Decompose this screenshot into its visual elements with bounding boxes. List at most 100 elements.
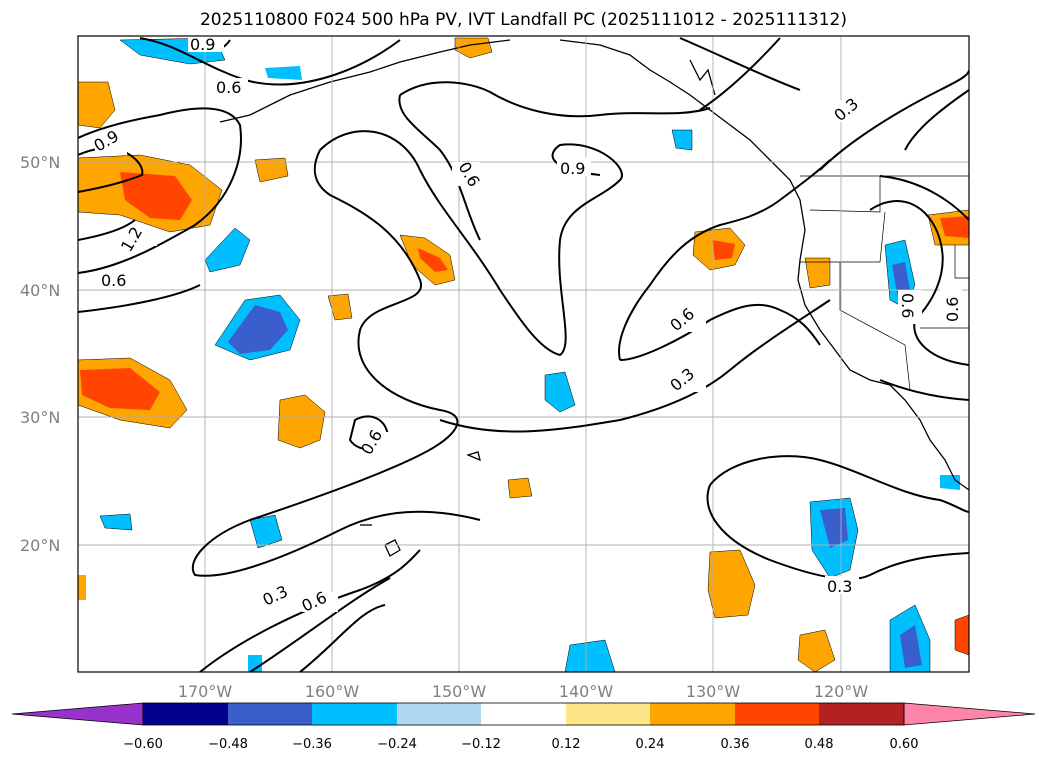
contour — [618, 159, 831, 361]
cool-anomaly-core — [892, 262, 910, 298]
state-border — [954, 245, 969, 279]
contour — [78, 146, 144, 193]
chart-title: 2025110800 F024 500 hPa PV, IVT Landfall… — [199, 10, 847, 30]
lon-label: 170°W — [178, 682, 233, 701]
contour — [699, 37, 781, 111]
contour-label: 0.6 — [101, 271, 126, 290]
contour — [299, 604, 386, 672]
contour — [869, 200, 969, 366]
lat-label: 50°N — [20, 153, 60, 172]
cool-anomaly — [265, 66, 302, 80]
lon-labels: 170°W 160°W 150°W 140°W 130°W 120°W — [178, 682, 869, 701]
contour — [78, 219, 136, 241]
warm-anomaly — [277, 394, 326, 449]
warm-anomaly — [507, 477, 533, 499]
contour — [879, 379, 969, 401]
contour-label: 0.6 — [898, 293, 917, 318]
cool-anomaly-core — [228, 305, 288, 354]
contour — [192, 149, 481, 577]
contour — [78, 107, 242, 274]
lat-label: 40°N — [20, 281, 60, 300]
lon-label: 160°W — [305, 682, 360, 701]
cool-anomaly — [99, 513, 133, 531]
contour — [399, 81, 711, 118]
warm-anomaly-core — [712, 240, 735, 260]
colorbar-tick: −0.36 — [292, 737, 332, 752]
warm-anomaly — [954, 614, 969, 656]
lon-label: 150°W — [432, 682, 487, 701]
colorbar-segment — [735, 703, 819, 725]
contour — [78, 284, 201, 313]
contour — [139, 37, 401, 86]
lat-label: 20°N — [20, 536, 60, 555]
colorbar-segment — [819, 703, 904, 725]
cool-anomaly — [940, 475, 960, 490]
cool-anomaly — [671, 129, 693, 151]
contour-layer — [78, 37, 969, 672]
cool-anomaly — [564, 639, 616, 672]
map-frame — [77, 35, 970, 673]
colorbar-tick: −0.12 — [461, 737, 501, 752]
colorbar-segment — [650, 703, 735, 725]
state-border — [839, 262, 911, 391]
warm-anomaly — [254, 157, 289, 183]
warm-anomaly — [327, 293, 353, 321]
contour-label: 0.9 — [560, 159, 585, 178]
colorbar-segment — [566, 703, 650, 725]
warm-anomaly-core — [418, 248, 448, 272]
coastline — [559, 39, 969, 491]
grid — [78, 36, 969, 672]
contour-label-layer: 0.9 0.6 0.9 1.2 0.6 0.6 0.9 0.3 0.6 0.3 … — [91, 35, 962, 616]
cool-anomaly — [204, 227, 251, 273]
colorbar-tick: 0.48 — [805, 737, 834, 752]
contour — [439, 299, 831, 433]
warm-anomaly-core — [80, 368, 160, 410]
warm-anomaly — [804, 257, 831, 289]
colorbar-segment — [481, 703, 566, 725]
colorbar-tick: 0.36 — [721, 737, 750, 752]
warm-anomaly-core — [940, 216, 969, 238]
contour — [819, 69, 969, 171]
coastline — [219, 39, 511, 123]
warm-anomaly-core — [120, 172, 192, 220]
contour — [879, 175, 969, 221]
contour — [904, 89, 969, 151]
colorbar-tick: −0.60 — [123, 737, 163, 752]
colorbar-tick: 0.24 — [636, 737, 665, 752]
warm-anomaly — [707, 549, 756, 619]
contour — [199, 549, 421, 672]
contour — [619, 303, 821, 361]
cool-anomaly-core — [900, 625, 922, 668]
contour-label: 0.3 — [827, 577, 852, 596]
coastline-inlet — [689, 59, 716, 96]
lat-labels: 50°N 40°N 30°N 20°N — [20, 153, 60, 555]
map-area: 0.9 0.6 0.9 1.2 0.6 0.6 0.9 0.3 0.6 0.3 … — [78, 35, 969, 672]
warm-anomaly — [78, 575, 86, 600]
cool-anomaly — [248, 655, 262, 672]
contour — [709, 455, 969, 513]
lat-label: 30°N — [20, 408, 60, 427]
contour — [398, 94, 481, 241]
shading-layer — [78, 37, 969, 672]
contour — [679, 37, 801, 91]
colorbar-tick: 0.12 — [552, 737, 581, 752]
cool-anomaly — [544, 371, 576, 413]
colorbar-tick: −0.48 — [208, 737, 248, 752]
contour-label: 0.6 — [216, 78, 241, 97]
warm-anomaly — [797, 629, 836, 672]
colorbar-segment — [312, 703, 397, 725]
lon-label: 120°W — [814, 682, 869, 701]
contour — [319, 130, 623, 357]
contour-label: 0.6 — [943, 297, 962, 322]
colorbar-tick: 0.60 — [890, 737, 919, 752]
warm-anomaly — [78, 81, 116, 129]
state-border — [809, 176, 881, 213]
colorbar-extend-low — [11, 702, 144, 726]
lon-label: 130°W — [686, 682, 741, 701]
colorbar-segment — [397, 703, 481, 725]
state-border — [800, 211, 886, 263]
colorbar-segment — [143, 703, 228, 725]
contour-label: 0.9 — [190, 35, 215, 54]
island — [466, 451, 481, 462]
